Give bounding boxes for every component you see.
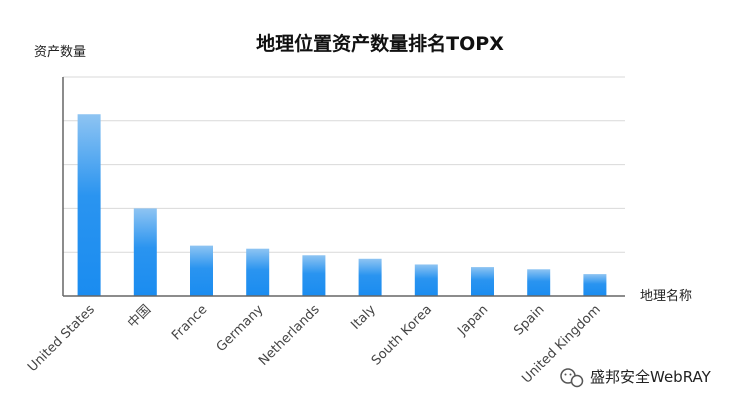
bar-9: [583, 274, 607, 296]
x-tick-label: South Korea: [369, 302, 435, 368]
x-tick-label: Netherlands: [256, 302, 323, 369]
bar-2: [190, 245, 213, 296]
watermark: 盛邦安全WebRAY: [560, 368, 712, 388]
bar-6: [414, 264, 438, 296]
y-axis-label: 资产数量: [34, 45, 86, 60]
x-tick-label: Germany: [214, 302, 267, 355]
x-tick-label: United States: [25, 302, 98, 375]
bar-4: [302, 255, 326, 296]
wechat-icon: [560, 368, 584, 388]
x-axis-label: 地理名称: [640, 288, 692, 304]
x-tick-label: France: [169, 302, 210, 343]
bar-7: [471, 267, 494, 296]
bars: [77, 114, 607, 296]
x-tick-label: Spain: [511, 302, 547, 338]
bar-1: [133, 208, 157, 296]
chart-title: 地理位置资产数量排名TOPX: [256, 32, 504, 55]
bar-0: [77, 114, 101, 296]
x-tick-label: Italy: [348, 302, 379, 333]
bar-5: [358, 258, 382, 296]
bar-8: [527, 269, 551, 296]
x-tick-label: 中国: [125, 302, 154, 331]
x-tick-label: Japan: [454, 302, 491, 339]
watermark-text: 盛邦安全WebRAY: [590, 368, 712, 386]
bar-3: [246, 248, 270, 296]
